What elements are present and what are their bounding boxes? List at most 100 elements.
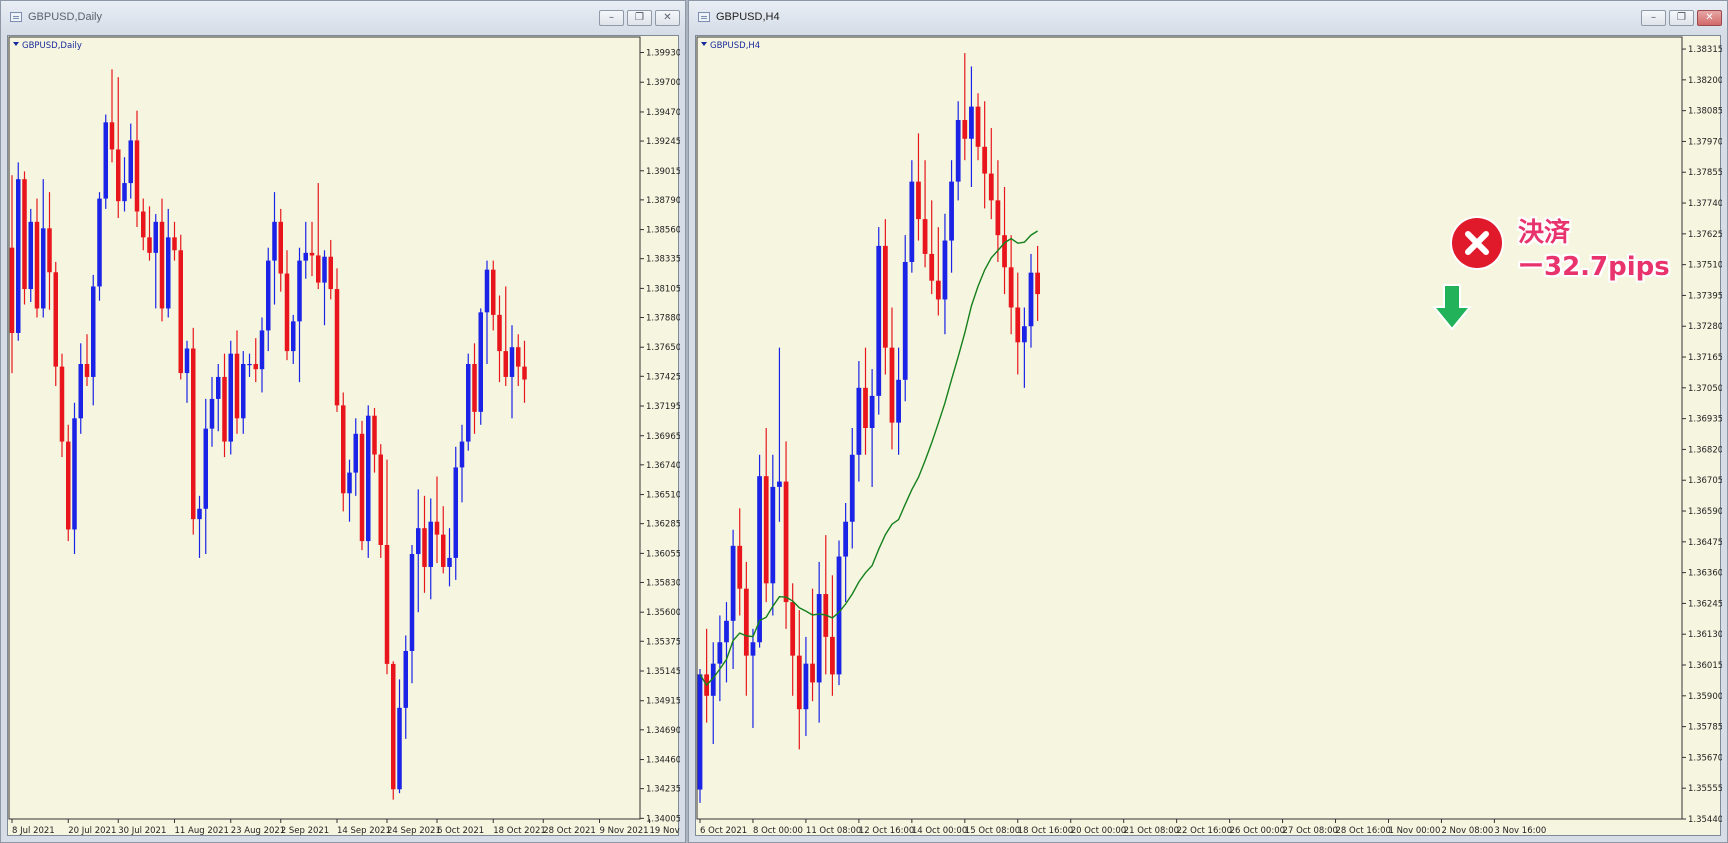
candle-body [922,219,928,254]
y-tick-label: 1.38315 [1688,45,1722,55]
candle-body [1002,235,1007,268]
y-tick-label: 1.36705 [1688,476,1722,486]
candle-body [836,556,842,675]
x-tick-label: 8 Jul 2021 [12,826,55,836]
candle-body [935,280,941,300]
candle-body [209,398,215,429]
x-tick-label: 20 Oct 00:00 [1071,826,1126,836]
daily-window-titlebar[interactable]: GBPUSD,Daily – ❐ ✕ [1,1,685,35]
candle-body [988,173,994,201]
candle-body [441,534,446,567]
symbol-label: GBPUSD,Daily [22,41,82,51]
candle [403,635,408,739]
candle-body [1008,267,1014,308]
candle [197,495,202,558]
candle [1008,235,1014,335]
daily-chart-svg[interactable]: GBPUSD,Daily 1.39930 1.39700 1.39470 1.39245… [8,36,680,837]
candle [34,198,40,318]
symbol-dropdown-icon [701,42,707,46]
candle [422,495,427,593]
candle [962,53,968,161]
y-tick-label: 1.35900 [1688,692,1722,702]
candle [309,221,315,277]
x-tick-label: 21 Oct 08:00 [1124,826,1179,836]
y-tick-label: 1.36055 [646,549,680,559]
candle [975,93,981,161]
candle [1002,186,1007,295]
candle [869,369,875,487]
candle-body [969,106,974,139]
candle [166,208,171,318]
candle [141,198,146,251]
candle [9,175,15,374]
exit-label: 決済 [1518,218,1571,248]
minimize-button[interactable]: – [599,10,624,26]
close-button[interactable]: ✕ [655,10,680,26]
minimize-button[interactable]: – [1641,10,1666,26]
candle-body [1021,326,1027,343]
y-tick-label: 1.37970 [1688,137,1722,147]
h4-window-titlebar[interactable]: GBPUSD,H4 – ❐ ✕ [689,1,1727,35]
candle [466,353,471,451]
y-tick-label: 1.36015 [1688,661,1722,671]
candle [184,340,190,403]
y-tick-label: 1.34460 [646,756,680,766]
candle [777,347,782,522]
candle-body [849,454,855,522]
daily-chart-window[interactable]: GBPUSD,Daily – ❐ ✕ GBPUSD,Daily 1.39930 1.… [0,0,686,843]
candle [909,160,915,273]
candle [84,334,90,386]
candle [159,198,165,322]
h4-chart-svg[interactable]: GBPUSD,H4 1.38315 1.38200 1.38085 1.37970 1.3… [696,36,1722,837]
candle [53,261,58,386]
y-tick-label: 1.35375 [646,637,680,647]
h4-chart-area[interactable]: GBPUSD,H4 1.38315 1.38200 1.38085 1.37970 1.3… [695,35,1722,837]
y-tick-label: 1.36590 [1688,507,1722,517]
candle-body [995,200,1001,236]
y-tick-label: 1.36820 [1688,445,1722,455]
candle-body [459,441,465,468]
candle-body [830,636,835,675]
candle [284,250,290,361]
candle [66,424,71,542]
daily-chart-area[interactable]: GBPUSD,Daily 1.39930 1.39700 1.39470 1.39245… [7,35,680,837]
y-tick-label: 1.37195 [646,402,680,412]
close-button[interactable]: ✕ [1697,10,1722,26]
y-tick-label: 1.38790 [646,196,680,206]
candle [334,268,340,412]
candle [234,330,240,434]
y-tick-label: 1.36130 [1688,630,1722,640]
candle-body [777,481,782,487]
candle [922,160,928,268]
candle-body [216,376,221,399]
candle-body [422,528,427,567]
restore-button[interactable]: ❐ [1669,10,1694,26]
h4-chart-window[interactable]: GBPUSD,H4 – ❐ ✕ GBPUSD,H4 1.38315 1.38200 1… [688,0,1728,843]
candle-body [909,181,915,262]
candle [178,234,183,380]
x-tick-label: 27 Oct 08:00 [1283,826,1338,836]
candle-body [796,655,802,710]
y-tick-label: 1.36965 [646,432,680,442]
y-tick-label: 1.35600 [646,608,680,618]
candle [810,588,815,702]
candle [737,508,743,616]
candle-body [816,594,822,683]
candle [717,615,723,702]
candle-body [72,418,77,530]
restore-button[interactable]: ❐ [627,10,652,26]
candle-body [278,221,283,274]
chart-window-icon [10,12,22,22]
x-tick-label: 2 Sep 2021 [281,826,329,836]
candle-body [159,221,165,309]
candle-body [66,441,71,530]
candle [353,418,358,496]
plot-frame [696,36,1683,820]
candle [1028,253,1034,348]
candle-body [228,353,233,442]
x-tick-label: 22 Oct 16:00 [1177,826,1232,836]
candle [147,206,152,261]
candle [328,239,333,300]
candle [516,334,521,386]
candle-body [434,521,440,535]
